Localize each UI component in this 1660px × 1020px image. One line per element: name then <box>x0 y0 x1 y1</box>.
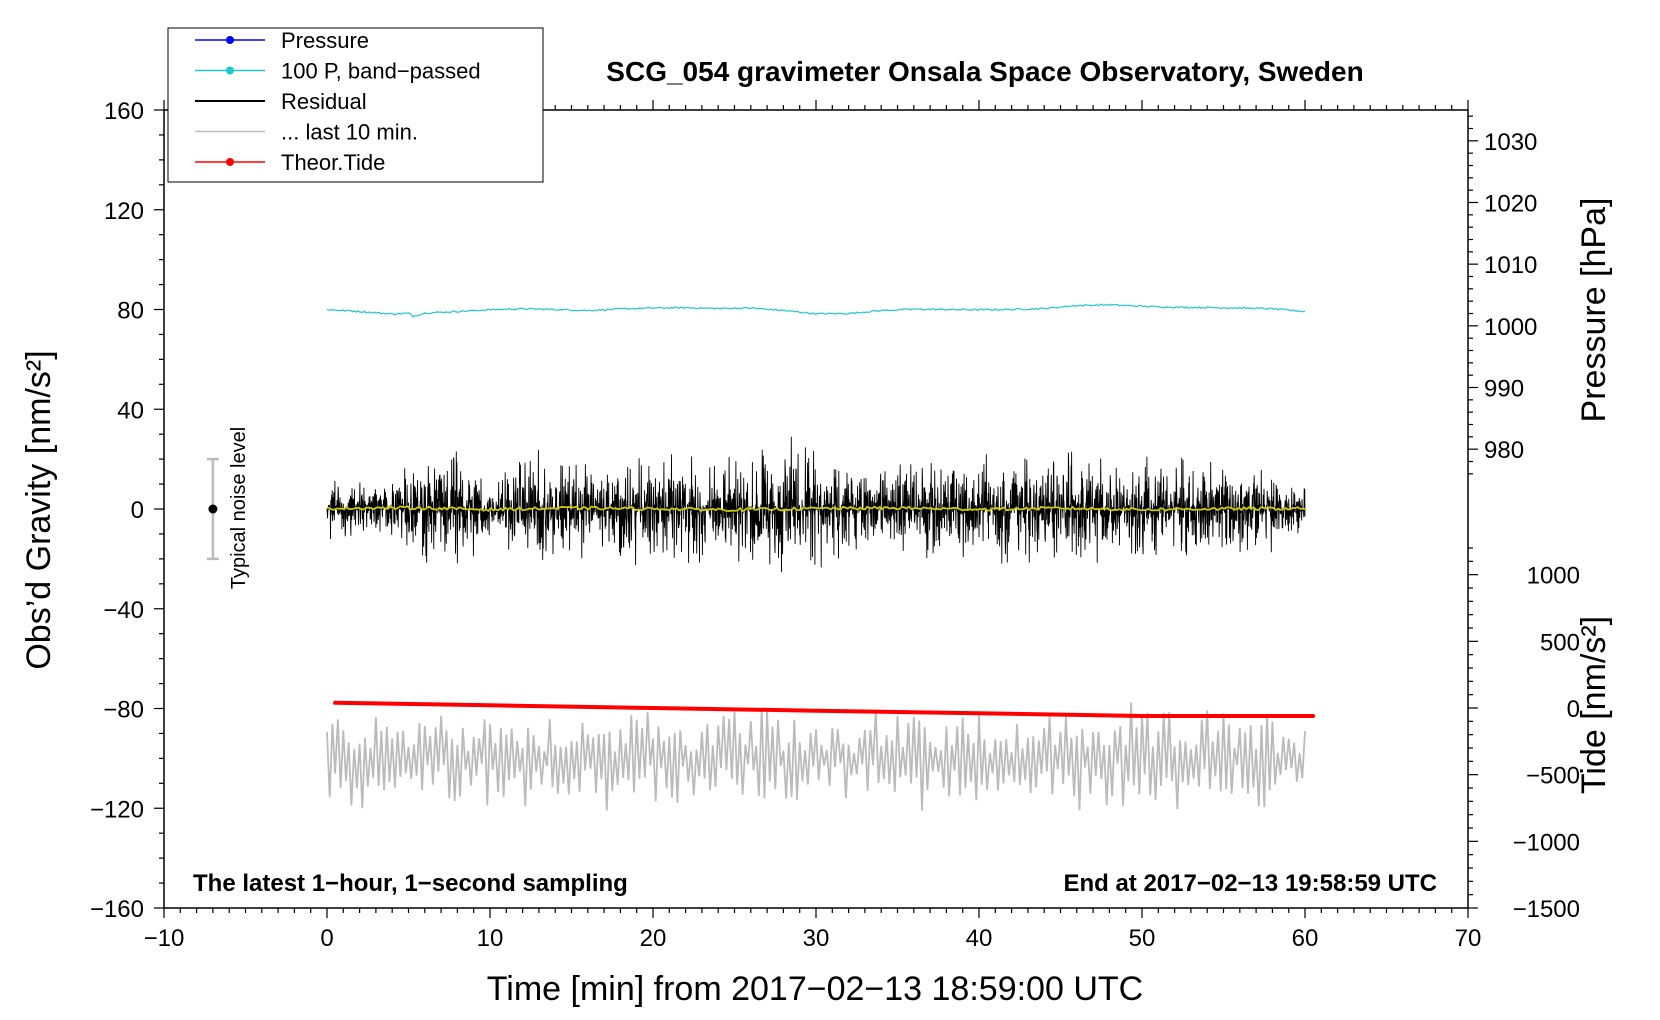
series-residual-smoothed <box>326 505 1306 513</box>
tide-tick-label: 1000 <box>1527 563 1580 590</box>
tide-tick-label: −500 <box>1526 763 1580 790</box>
y-tick-label: −80 <box>103 697 144 724</box>
x-tick-label: 70 <box>1455 925 1482 952</box>
series-theoretical-tide <box>333 700 1316 718</box>
legend-label: ... last 10 min. <box>281 120 418 145</box>
pressure-tick-label: 1030 <box>1484 129 1537 156</box>
pressure-tick-label: 1010 <box>1484 252 1537 279</box>
x-tick-label: 60 <box>1292 925 1319 952</box>
y-axis-title-pressure: Pressure [hPa] <box>1575 198 1613 423</box>
tide-tick-label: 0 <box>1567 696 1580 723</box>
legend: Pressure 100 P, band−passed Residual ... la… <box>167 27 544 183</box>
x-axis-title: Time [min] from 2017−02−13 18:59:00 UTC <box>487 970 1143 1008</box>
pressure-tick-label: 990 <box>1484 376 1524 403</box>
sampling-note: The latest 1−hour, 1−second sampling <box>193 870 628 897</box>
y-tick-label: 40 <box>117 397 144 424</box>
legend-swatch-marker <box>226 158 234 166</box>
noise-indicator <box>206 457 219 561</box>
legend-label: Theor.Tide <box>281 150 385 175</box>
x-tick-label: 20 <box>640 925 667 952</box>
axes-layer: −10 0 10 20 30 40 50 60 7016012080400−40−80−120−… <box>90 98 1580 952</box>
pressure-tick-label: 1020 <box>1484 191 1537 218</box>
end-time-note: End at 2017−02−13 19:58:59 UTC <box>1063 870 1437 897</box>
y-tick-label: 120 <box>104 198 144 225</box>
pressure-tick-label: 980 <box>1484 437 1524 464</box>
y-tick-label: −120 <box>90 796 144 823</box>
x-tick-label: 30 <box>803 925 830 952</box>
y-axis-title-tide: Tide [nm/s²] <box>1575 616 1613 794</box>
y-tick-label: 160 <box>104 98 144 125</box>
legend-swatch-marker <box>226 36 234 44</box>
y-tick-label: 80 <box>117 298 144 325</box>
series-layer <box>326 303 1316 811</box>
series-residual <box>326 436 1306 573</box>
x-tick-label: 50 <box>1129 925 1156 952</box>
legend-swatch-marker <box>226 66 234 75</box>
chart-title: SCG_054 gravimeter Onsala Space Observat… <box>606 56 1363 87</box>
x-tick-label: 10 <box>477 925 504 952</box>
series-band-passed-pressure <box>326 303 1306 318</box>
y-tick-label: −160 <box>90 896 144 923</box>
legend-box <box>167 27 544 183</box>
x-tick-label: 40 <box>966 925 993 952</box>
tide-tick-label: −1500 <box>1513 896 1580 923</box>
y-tick-label: 0 <box>131 497 144 524</box>
x-tick-label: −10 <box>144 925 185 952</box>
legend-label: Pressure <box>281 28 369 53</box>
noise-center-dot <box>208 504 218 514</box>
y-axis-title-left: Obs’d Gravity [nm/s²] <box>20 350 58 669</box>
x-tick-label: 0 <box>320 925 333 952</box>
pressure-tick-label: 1000 <box>1484 314 1537 341</box>
legend-label: 100 P, band−passed <box>281 59 481 84</box>
tide-tick-label: −1000 <box>1513 829 1580 856</box>
y-tick-label: −40 <box>103 597 144 624</box>
tide-tick-label: 500 <box>1540 629 1580 656</box>
noise-level-label: Typical noise level <box>228 427 250 589</box>
legend-label: Residual <box>281 89 367 114</box>
series-last-10-min <box>326 702 1306 811</box>
